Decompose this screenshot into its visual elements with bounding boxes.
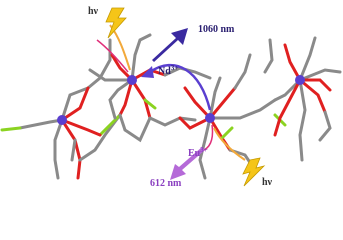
metal-atom (57, 115, 67, 125)
emission-label: 1060 nm (198, 24, 235, 35)
metal-atom (295, 75, 305, 85)
metal-atom (205, 113, 215, 123)
ion-element: Eu (188, 148, 201, 159)
light-label: hν (262, 177, 273, 188)
arrow-head (141, 66, 154, 78)
metal-atom (127, 75, 137, 85)
excitation-arrow (96, 39, 129, 73)
ion-label: Eu3+ (188, 146, 208, 159)
excitation-arrow (213, 127, 246, 161)
lightning-icon (242, 157, 266, 187)
emission-arrow (170, 147, 205, 180)
ion-element: Nd (158, 66, 171, 77)
ion-label: Nd3+ (158, 64, 178, 77)
ion-charge: 3+ (171, 64, 179, 72)
light-label: hν (88, 6, 99, 17)
lightning-icon (105, 7, 127, 39)
figure: hν 1060 nm Nd3+ Eu3+ 612 nm hν (0, 6, 342, 189)
molecular-structure (0, 33, 342, 180)
ion-charge: 3+ (200, 146, 208, 154)
transfer-arrow (149, 63, 212, 111)
emission-arrow (152, 28, 188, 62)
emission-label: 612 nm (150, 178, 182, 189)
page: hν 1060 nm Nd3+ Eu3+ 612 nm hν {"labels"… (0, 6, 342, 189)
